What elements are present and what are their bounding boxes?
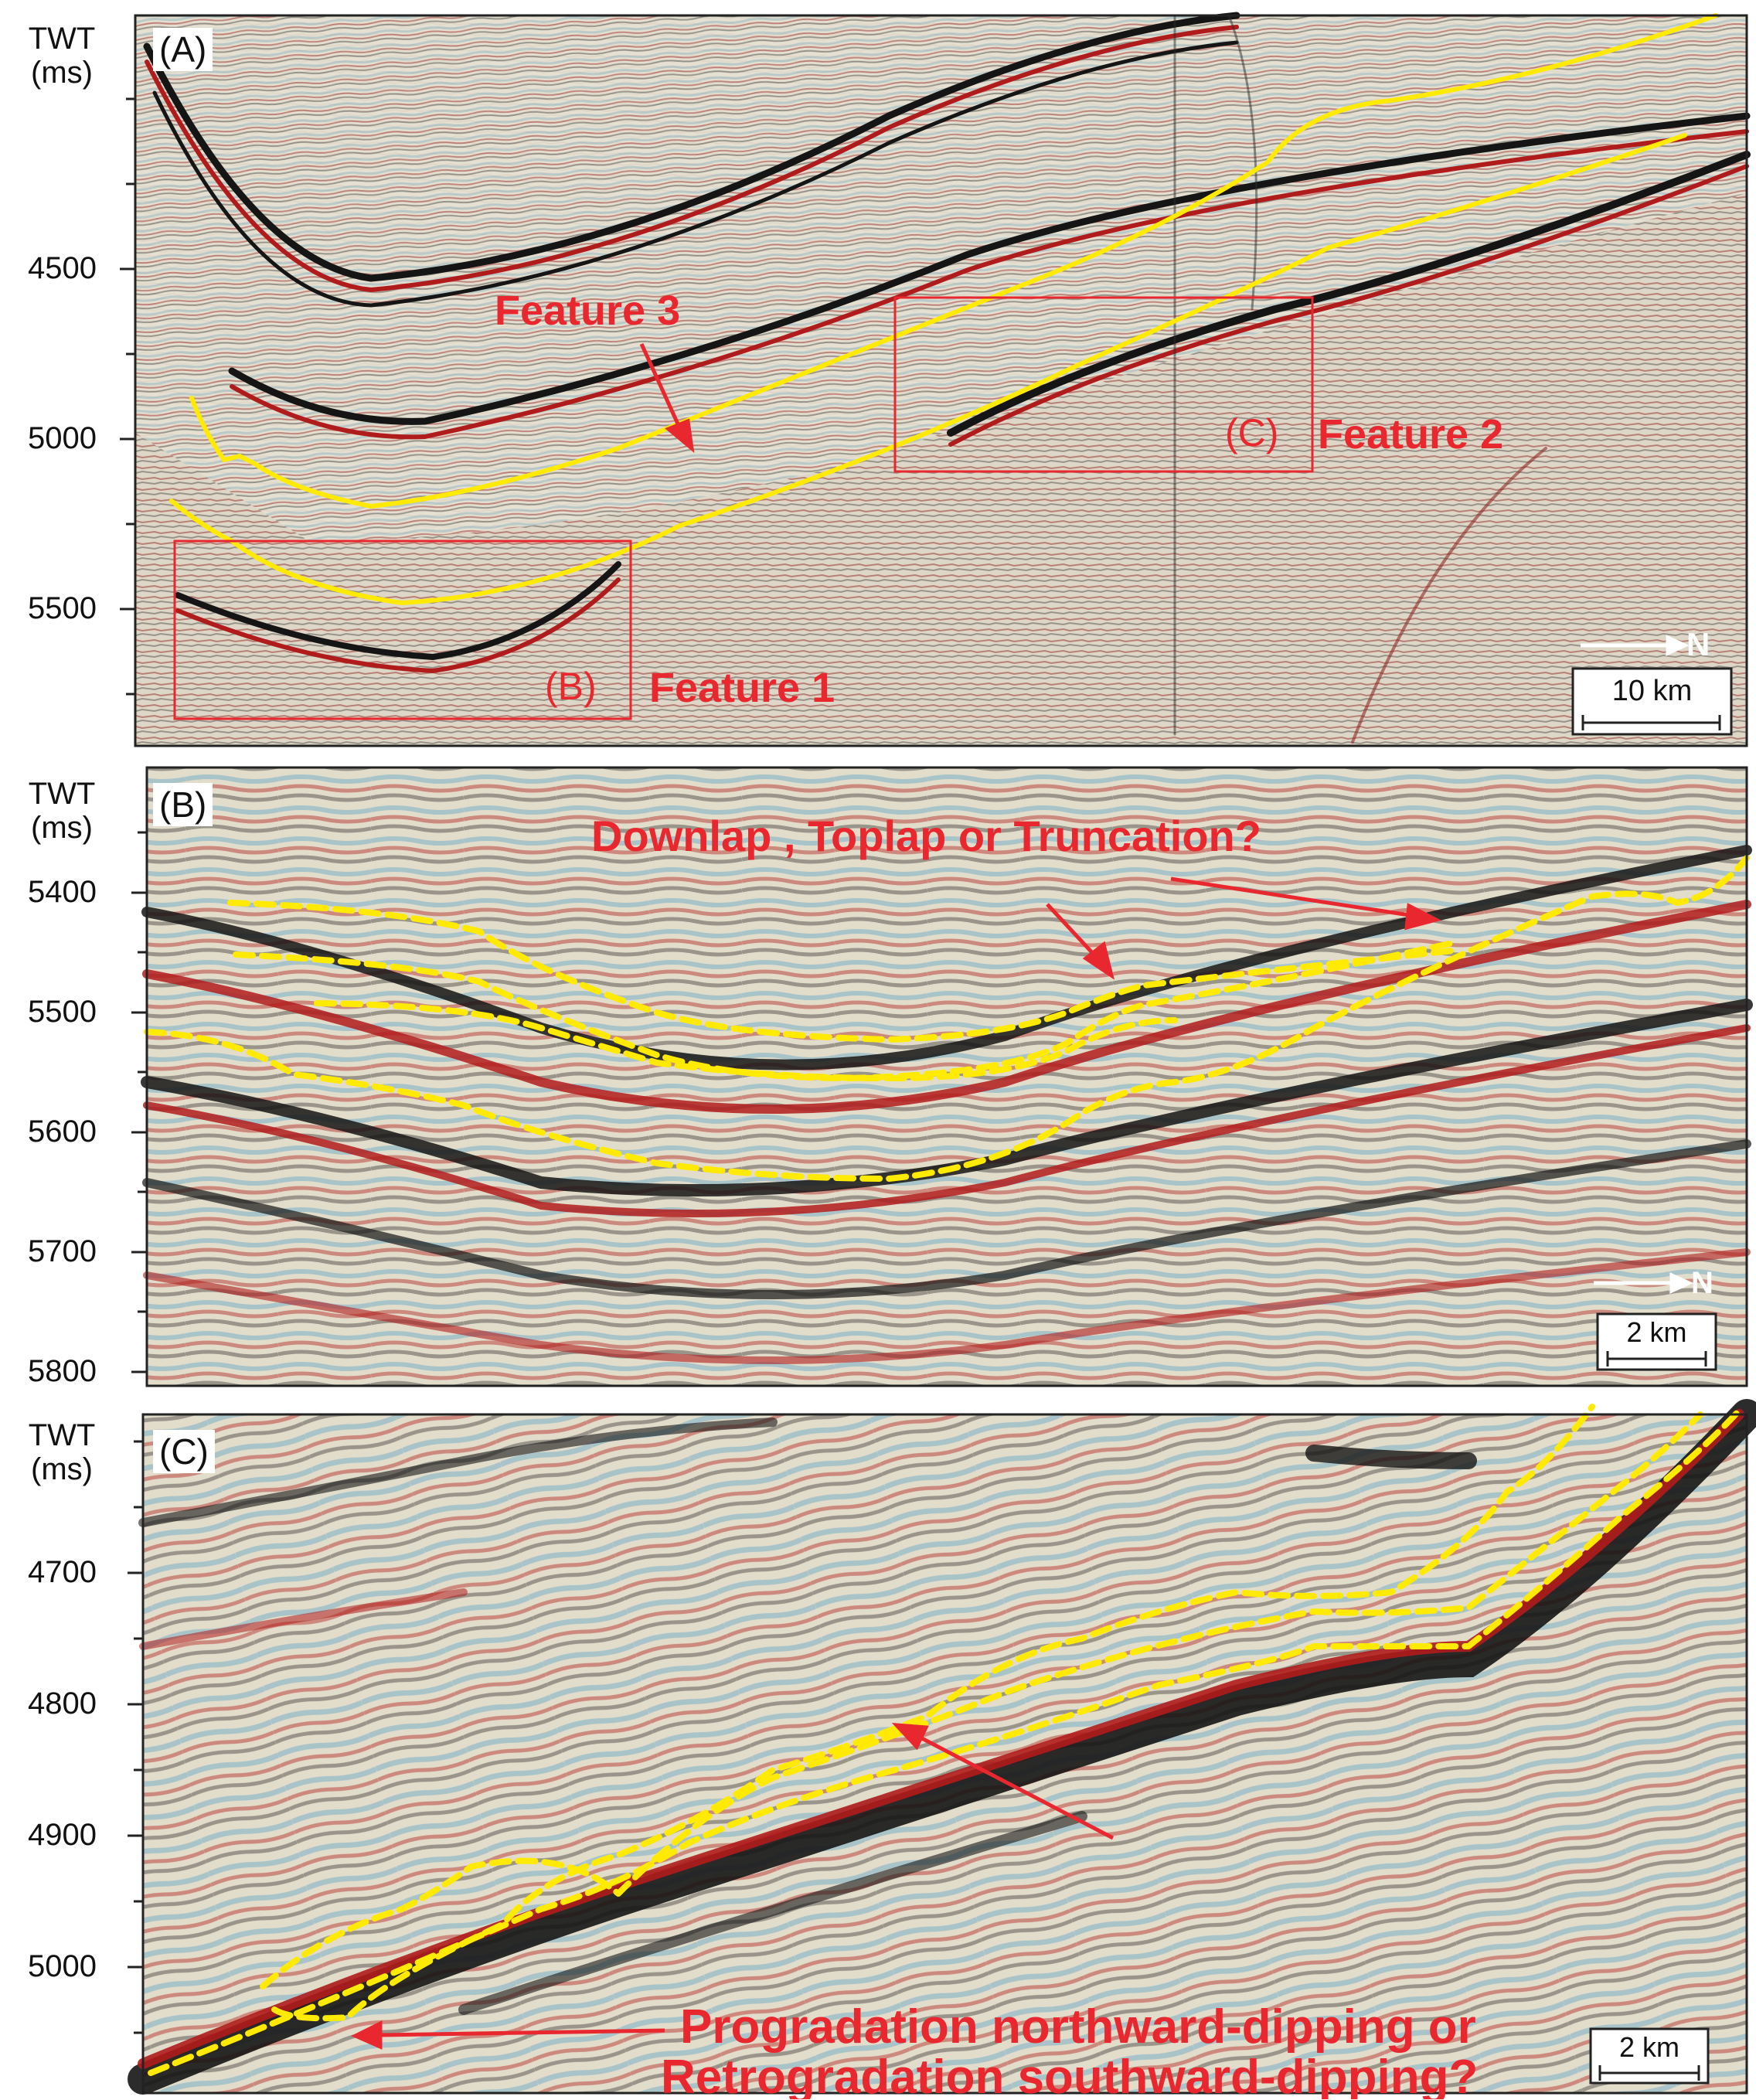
tick-label: 4800: [28, 1686, 97, 1721]
scale-bar-label: 10 km: [1611, 675, 1693, 707]
axis-title-ms: (ms): [31, 56, 93, 90]
feature2-label: Feature 2: [1318, 411, 1504, 458]
tick-label: 5600: [28, 1115, 97, 1149]
scale-bar-label: 2 km: [1618, 2031, 1679, 2063]
feature3-label: Feature 3: [495, 288, 681, 334]
panel-a-label: (A): [153, 28, 213, 71]
axis-title-ms: (ms): [31, 811, 93, 845]
axis-title-twt: TWT: [28, 777, 96, 811]
tick-label: 5500: [28, 995, 97, 1029]
feature2-box-label: (C): [1225, 411, 1279, 454]
feature1-label: Feature 1: [649, 665, 835, 711]
tick-label: 5400: [28, 875, 97, 909]
feature1-box-label: (B): [545, 665, 597, 708]
panel-b-label: (B): [153, 783, 213, 826]
panel-b-axis-title: TWT (ms): [15, 777, 108, 845]
scale-bar-label: 2 km: [1626, 1316, 1687, 1348]
tick-label: 5500: [28, 591, 97, 625]
tick-label: 5800: [28, 1354, 97, 1388]
progradation-question-line1: Progradation northward-dipping or: [680, 2000, 1476, 2054]
tick-label: 4700: [28, 1555, 97, 1589]
north-label: N: [1691, 1266, 1713, 1300]
progradation-question-line2: Retrogradation southward-dipping?: [661, 2056, 1479, 2099]
tick-label: 5000: [28, 421, 97, 455]
downlap-question-label: Downlap , Toplap or Truncation?: [591, 812, 1261, 860]
tick-label: 5000: [28, 1949, 97, 1983]
axis-title-twt: TWT: [28, 1418, 96, 1452]
tick-label: 4900: [28, 1818, 97, 1852]
north-label: N: [1686, 626, 1710, 662]
panel-c-label: (C): [153, 1430, 215, 1473]
panel-c-axis-title: TWT (ms): [15, 1418, 108, 1486]
axis-title-ms: (ms): [31, 1452, 93, 1486]
panel-a-axis-title: TWT (ms): [15, 22, 108, 90]
tick-label: 5700: [28, 1234, 97, 1268]
axis-title-twt: TWT: [28, 22, 96, 56]
tick-label: 4500: [28, 251, 97, 285]
